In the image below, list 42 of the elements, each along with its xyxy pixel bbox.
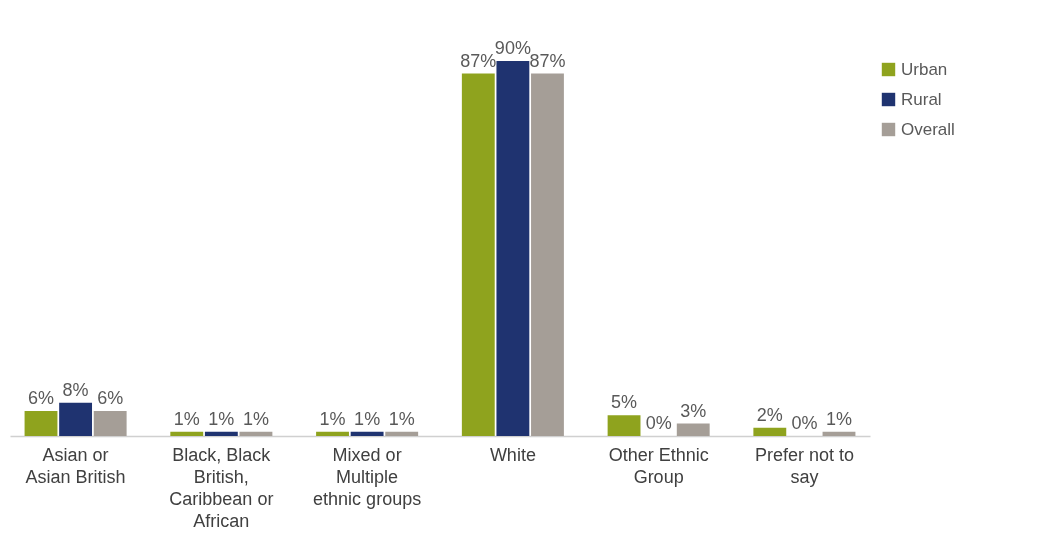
data-label: 1% [354,408,381,429]
data-label: 5% [611,392,638,413]
legend-label: Urban [901,59,948,79]
x-tick-label: Other Ethnic Group [608,444,709,487]
data-label: 1% [388,408,415,429]
data-label: 2% [756,404,783,425]
bar [204,431,238,436]
bar [93,411,127,436]
bar [607,415,641,436]
x-tick-label: Prefer not to say [754,444,854,487]
bar [385,431,419,436]
data-label: 87% [460,50,497,71]
bar [59,402,93,436]
bar [496,61,530,436]
bar [531,73,564,436]
data-label: 90% [494,38,531,58]
data-label: 8% [62,379,89,400]
legend-label: Overall [901,119,955,139]
bar [239,431,273,436]
data-label: 1% [242,408,269,429]
bar [753,427,787,436]
x-tick-label: Asian or Asian British [25,444,126,487]
data-label: 3% [680,400,707,421]
bar [316,431,349,436]
data-label: 6% [28,388,55,408]
data-label: 1% [319,408,346,429]
data-label: 6% [97,388,124,408]
data-label: 0% [645,413,672,433]
bar [170,431,204,436]
bar [822,431,856,436]
x-tick-label: Black, Black British, Caribbean or African [169,444,274,531]
legend-label: Rural [901,89,942,109]
bar [461,73,495,436]
data-label: 1% [208,408,235,429]
data-label: 0% [791,413,818,433]
bar [24,411,58,436]
data-label: 1% [173,408,200,429]
data-label: 1% [825,408,852,429]
x-tick-label: Mixed or Multiple ethnic groups [313,444,422,509]
bar [676,423,710,436]
x-tick-label: White [489,444,536,465]
bar [350,431,384,436]
